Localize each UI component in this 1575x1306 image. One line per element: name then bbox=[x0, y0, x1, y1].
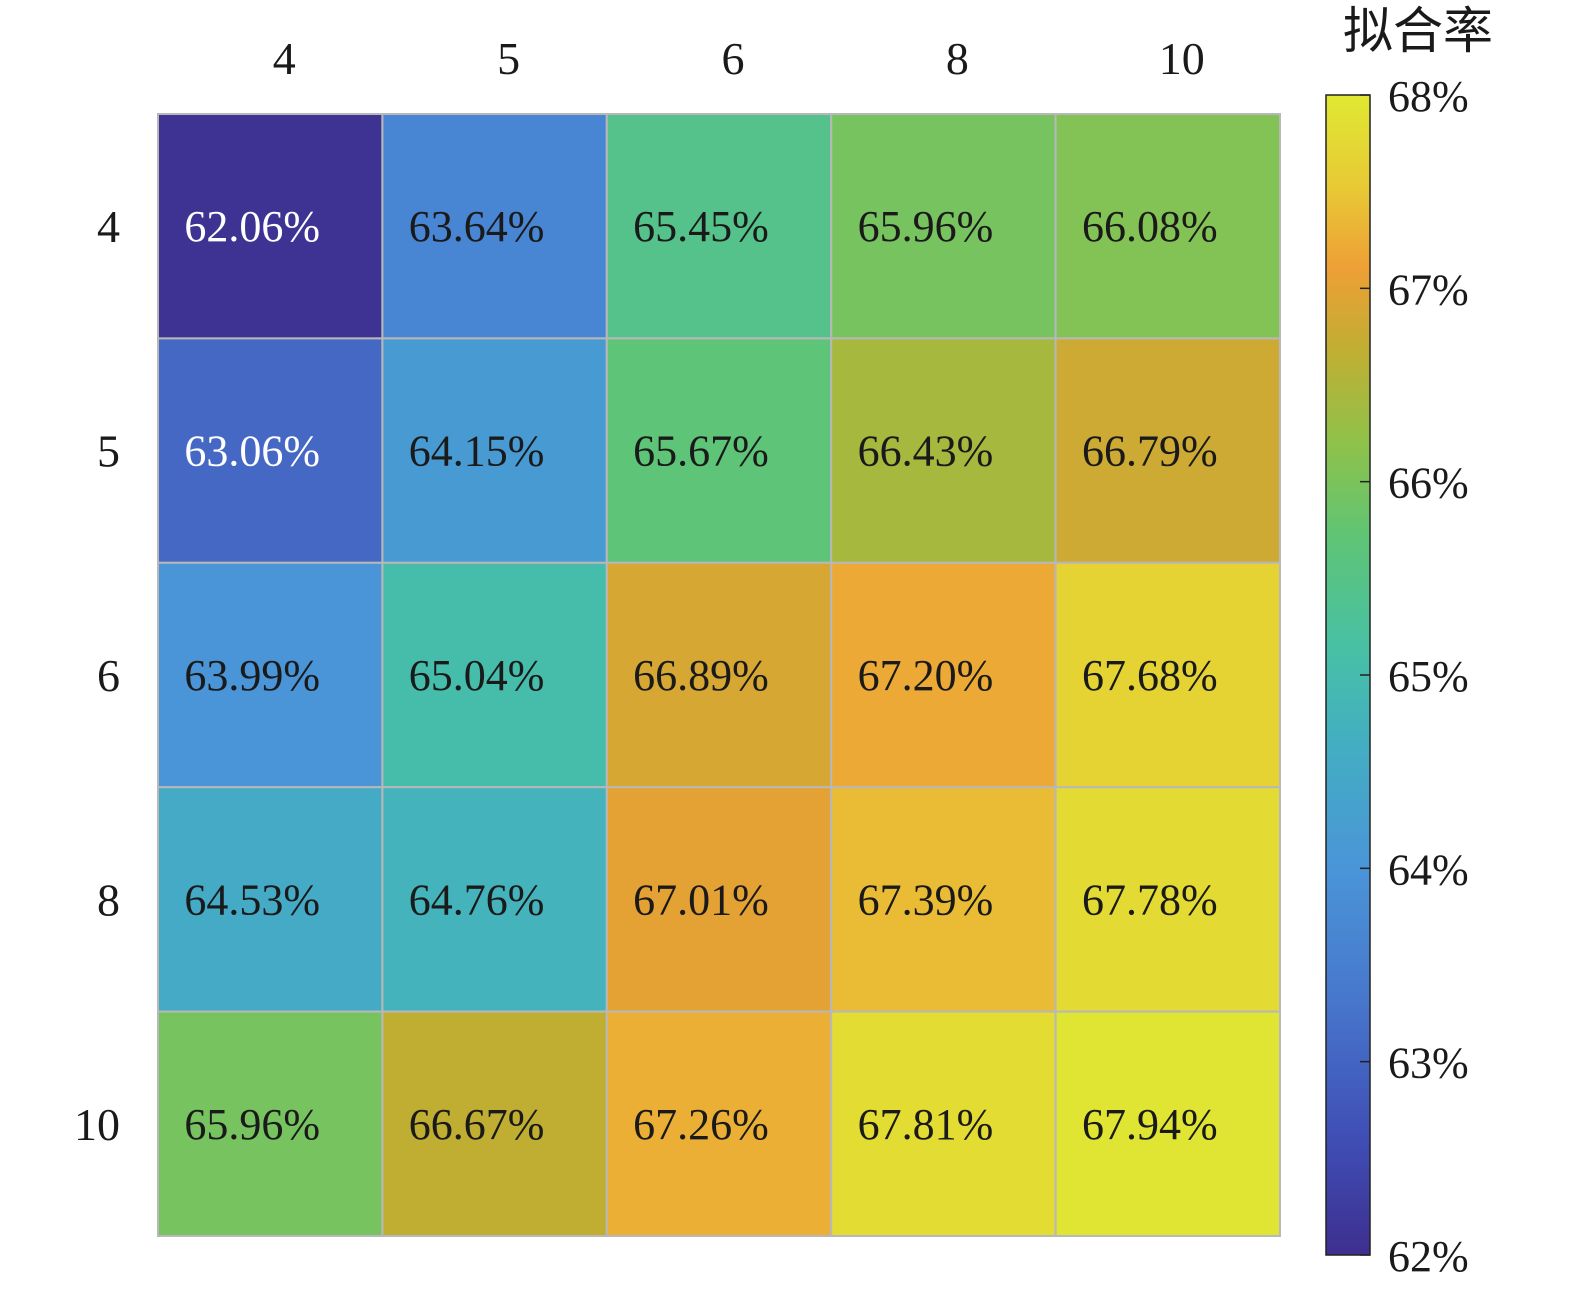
heatmap-cell-label: 64.53% bbox=[184, 875, 320, 924]
heatmap-cell bbox=[830, 561, 1057, 789]
heatmap-cell-label: 65.67% bbox=[633, 427, 769, 476]
heatmap-cell bbox=[605, 561, 833, 789]
heatmap-cell-label: 66.89% bbox=[633, 651, 769, 700]
heatmap-cell-label: 67.20% bbox=[858, 651, 994, 700]
heatmap-cell bbox=[157, 1010, 384, 1237]
heatmap-cell bbox=[605, 786, 833, 1013]
y-tick-label: 4 bbox=[97, 201, 120, 252]
heatmap-cell-label: 67.78% bbox=[1082, 875, 1218, 924]
x-tick-label: 4 bbox=[273, 33, 296, 84]
y-axis-tick-labels: 4 5 6 8 10 bbox=[74, 201, 120, 1150]
heatmap-cell-label: 67.39% bbox=[858, 875, 994, 924]
heatmap-cell-label: 67.81% bbox=[858, 1100, 994, 1149]
y-tick-label: 10 bbox=[74, 1099, 120, 1150]
x-tick-label: 5 bbox=[497, 33, 520, 84]
heatmap-cell-label: 62.06% bbox=[184, 202, 320, 251]
x-tick-label: 10 bbox=[1159, 33, 1205, 84]
heatmap-cell bbox=[830, 786, 1057, 1013]
colorbar-title: 拟合率 bbox=[1343, 2, 1493, 60]
colorbar-tick-label: 64% bbox=[1388, 845, 1469, 894]
heatmap-cell-label: 67.68% bbox=[1082, 651, 1218, 700]
heatmap-cell bbox=[605, 1010, 833, 1237]
heatmap-cell bbox=[605, 113, 833, 340]
colorbar-tick-label: 65% bbox=[1388, 652, 1469, 701]
heatmap-cell bbox=[157, 337, 384, 564]
heatmap-cell-labels: 62.06% 63.64% 65.45% 65.96% 66.08% 63.06% 64.1… bbox=[184, 202, 1217, 1149]
colorbar-tick-label: 62% bbox=[1388, 1232, 1469, 1281]
heatmap-cell-label: 63.99% bbox=[184, 651, 320, 700]
heatmap-cell bbox=[1054, 561, 1281, 789]
heatmap-cell-label: 66.43% bbox=[858, 427, 994, 476]
heatmap-cell bbox=[157, 786, 384, 1013]
colorbar-tick-label: 67% bbox=[1388, 265, 1469, 314]
heatmap-cell bbox=[605, 337, 833, 564]
heatmap-cell bbox=[830, 113, 1057, 340]
heatmap-cell-label: 65.96% bbox=[184, 1100, 320, 1149]
colorbar-tick-label: 68% bbox=[1388, 72, 1469, 121]
y-tick-label: 6 bbox=[97, 650, 120, 701]
x-axis-tick-labels: 4 5 6 8 10 bbox=[273, 33, 1205, 84]
heatmap-cell-label: 65.04% bbox=[409, 651, 545, 700]
heatmap-cell-label: 64.76% bbox=[409, 875, 545, 924]
colorbar-tick-label: 63% bbox=[1388, 1039, 1469, 1088]
heatmap-cell bbox=[157, 113, 384, 340]
heatmap-cell-label: 66.08% bbox=[1082, 202, 1218, 251]
heatmap-cell-label: 63.64% bbox=[409, 202, 545, 251]
heatmap-cell-label: 63.06% bbox=[184, 427, 320, 476]
heatmap-cell bbox=[381, 113, 608, 340]
x-tick-label: 8 bbox=[946, 33, 969, 84]
heatmap-cell bbox=[1054, 786, 1281, 1013]
heatmap-cell bbox=[1054, 1010, 1281, 1237]
heatmap-cell-label: 64.15% bbox=[409, 427, 545, 476]
heatmap-cell-label: 65.96% bbox=[858, 202, 994, 251]
heatmap-cell bbox=[381, 1010, 608, 1237]
heatmap-cell-label: 67.26% bbox=[633, 1100, 769, 1149]
y-tick-label: 5 bbox=[97, 426, 120, 477]
heatmap-cell-label: 67.94% bbox=[1082, 1100, 1218, 1149]
heatmap-cell bbox=[381, 786, 608, 1013]
y-tick-label: 8 bbox=[97, 874, 120, 925]
heatmap-cells bbox=[157, 113, 1281, 1237]
colorbar-tick-label: 66% bbox=[1388, 459, 1469, 508]
heatmap-cell-label: 66.79% bbox=[1082, 427, 1218, 476]
heatmap-cell-label: 65.45% bbox=[633, 202, 769, 251]
heatmap-cell bbox=[381, 561, 608, 789]
x-tick-label: 6 bbox=[722, 33, 745, 84]
heatmap-cell-label: 66.67% bbox=[409, 1100, 545, 1149]
colorbar: 拟合率 62% 63% 64% 65% 66% 67% 68% bbox=[1325, 2, 1493, 1281]
heatmap-cell bbox=[1054, 337, 1281, 564]
heatmap-cell bbox=[1054, 113, 1281, 340]
heatmap-cell-label: 67.01% bbox=[633, 875, 769, 924]
